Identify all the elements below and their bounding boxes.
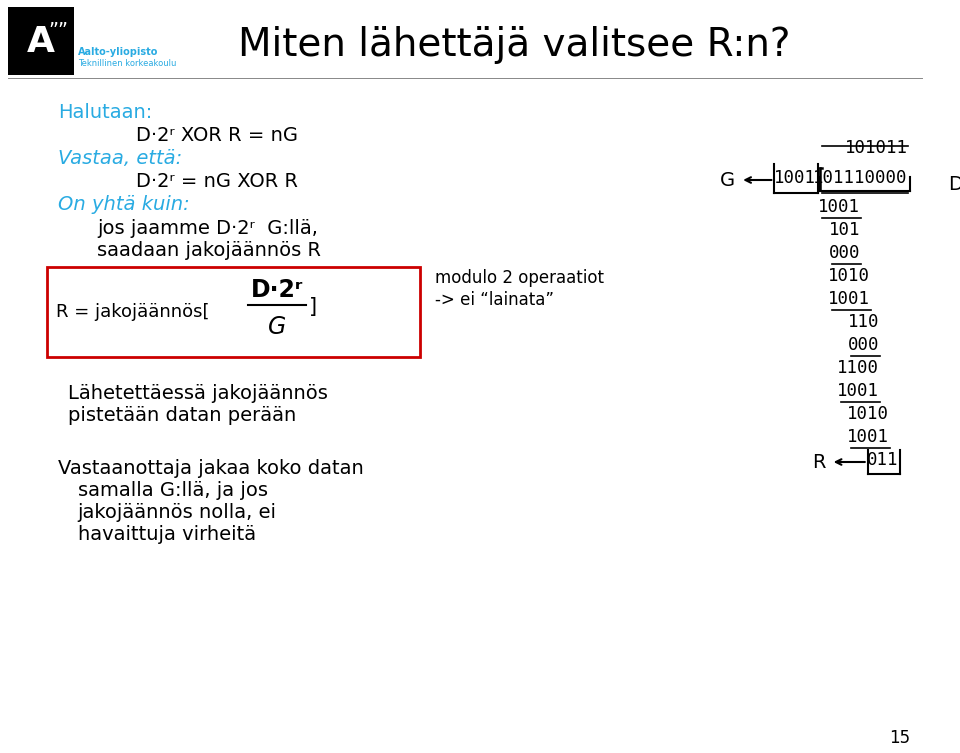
Text: D: D: [948, 175, 960, 194]
Text: ]: ]: [309, 297, 317, 317]
Bar: [8, 7, 74, 75]
Text: 1001: 1001: [847, 428, 889, 446]
Text: G: G: [720, 170, 735, 190]
Text: 101011: 101011: [845, 139, 908, 157]
Text: Miten lähettäjä valitsee R:n?: Miten lähettäjä valitsee R:n?: [238, 26, 791, 64]
Text: saadaan jakojäännös R: saadaan jakojäännös R: [97, 240, 321, 260]
Text: 15: 15: [890, 729, 911, 747]
Text: 1100: 1100: [837, 359, 879, 377]
Text: 1001: 1001: [828, 290, 870, 308]
Text: 110: 110: [848, 313, 879, 331]
Text: pistetään datan perään: pistetään datan perään: [68, 406, 297, 425]
Text: 000: 000: [848, 336, 879, 354]
Text: havaittuja virheitä: havaittuja virheitä: [78, 525, 255, 544]
Text: 000: 000: [828, 244, 860, 262]
Text: Lähetettäessä jakojäännös: Lähetettäessä jakojäännös: [68, 383, 327, 403]
Text: D·2ʳ XOR R = nG: D·2ʳ XOR R = nG: [136, 126, 298, 145]
Text: Teknillinen korkeakoulu: Teknillinen korkeakoulu: [78, 59, 176, 68]
Text: Vastaanottaja jakaa koko datan: Vastaanottaja jakaa koko datan: [59, 459, 364, 477]
Text: jos jaamme D·2ʳ  G:llä,: jos jaamme D·2ʳ G:llä,: [97, 218, 318, 237]
Text: samalla G:llä, ja jos: samalla G:llä, ja jos: [78, 480, 268, 499]
Text: 101110000: 101110000: [813, 169, 908, 187]
Text: R = jakojäännös[: R = jakojäännös[: [57, 303, 210, 321]
Text: -> ei “lainata”: -> ei “lainata”: [435, 291, 554, 309]
Text: 1001: 1001: [818, 198, 860, 216]
Text: 101: 101: [828, 221, 860, 239]
Text: Vastaa, että:: Vastaa, että:: [59, 148, 182, 167]
Text: ””: ””: [49, 20, 68, 39]
Text: 1001: 1001: [837, 382, 879, 400]
Text: D·2ʳ: D·2ʳ: [251, 278, 302, 302]
Text: On yhtä kuin:: On yhtä kuin:: [59, 194, 190, 214]
Text: 1010: 1010: [847, 405, 889, 423]
Text: modulo 2 operaatiot: modulo 2 operaatiot: [435, 269, 604, 287]
Text: Aalto-yliopisto: Aalto-yliopisto: [78, 47, 158, 57]
Text: 1010: 1010: [828, 267, 870, 285]
Text: D·2ʳ = nG XOR R: D·2ʳ = nG XOR R: [136, 172, 298, 191]
Text: jakojäännös nolla, ei: jakojäännös nolla, ei: [78, 502, 276, 522]
Text: 011: 011: [867, 451, 899, 469]
Bar: [47, 267, 420, 357]
Text: Halutaan:: Halutaan:: [59, 102, 153, 121]
Text: G: G: [268, 315, 286, 339]
Text: R: R: [812, 453, 826, 471]
Text: 1001: 1001: [774, 169, 816, 187]
Text: A: A: [27, 25, 55, 59]
